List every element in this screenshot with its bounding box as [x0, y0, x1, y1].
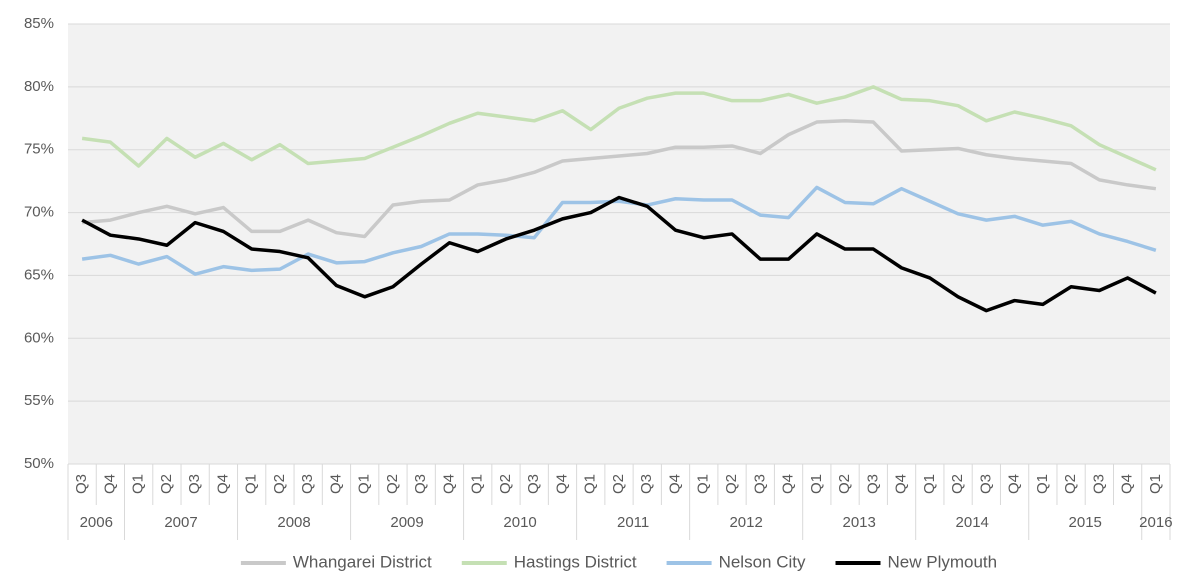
x-tick-label: Q3	[751, 474, 768, 494]
y-tick-label: 75%	[24, 141, 54, 158]
x-tick-label: Q4	[1006, 474, 1023, 494]
x-tick-label: Q2	[1062, 474, 1079, 494]
x-tick-label: Q1	[1034, 474, 1051, 494]
x-tick-label: Q4	[214, 474, 231, 494]
x-tick-label: Q3	[73, 474, 90, 494]
y-tick-label: 60%	[24, 329, 54, 346]
x-tick-label: Q3	[412, 474, 429, 494]
y-tick-label: 50%	[24, 455, 54, 472]
x-tick-label: Q1	[356, 474, 373, 494]
x-tick-label: Q3	[1090, 474, 1107, 494]
x-tick-label: Q4	[666, 474, 683, 494]
x-tick-label: Q4	[440, 474, 457, 494]
x-tick-label: Q2	[949, 474, 966, 494]
year-label: 2006	[80, 514, 113, 531]
year-label: 2012	[729, 514, 762, 531]
x-tick-label: Q4	[553, 474, 570, 494]
x-tick-label: Q2	[158, 474, 175, 494]
series-line	[81, 195, 1157, 313]
x-tick-label: Q4	[780, 474, 797, 494]
x-tick-label: Q3	[638, 474, 655, 494]
year-label: 2007	[164, 514, 197, 531]
x-tick-label: Q2	[384, 474, 401, 494]
x-tick-label: Q1	[582, 474, 599, 494]
year-label: 2009	[390, 514, 423, 531]
y-tick-label: 85%	[24, 15, 54, 32]
legend-label: Whangarei District	[293, 552, 432, 571]
legend-label: Hastings District	[514, 552, 637, 571]
x-tick-label: Q3	[977, 474, 994, 494]
x-tick-label: Q1	[808, 474, 825, 494]
year-label: 2010	[503, 514, 536, 531]
x-tick-label: Q1	[921, 474, 938, 494]
x-tick-label: Q1	[469, 474, 486, 494]
x-tick-label: Q2	[497, 474, 514, 494]
year-label: 2016	[1139, 514, 1172, 531]
x-tick-label: Q1	[695, 474, 712, 494]
legend-label: New Plymouth	[888, 552, 998, 571]
y-tick-label: 55%	[24, 392, 54, 409]
x-tick-label: Q1	[243, 474, 260, 494]
series-line	[81, 185, 1157, 276]
year-label: 2015	[1069, 514, 1102, 531]
x-tick-label: Q3	[299, 474, 316, 494]
y-tick-label: 70%	[24, 204, 54, 221]
x-tick-label: Q4	[101, 474, 118, 494]
year-label: 2013	[842, 514, 875, 531]
series-line	[81, 85, 1157, 172]
year-label: 2008	[277, 514, 310, 531]
x-tick-label: Q2	[836, 474, 853, 494]
y-tick-label: 80%	[24, 78, 54, 95]
x-tick-label: Q2	[723, 474, 740, 494]
x-tick-label: Q2	[610, 474, 627, 494]
x-tick-label: Q4	[1119, 474, 1136, 494]
x-tick-label: Q1	[130, 474, 147, 494]
x-tick-label: Q3	[525, 474, 542, 494]
year-label: 2014	[956, 514, 989, 531]
x-tick-label: Q3	[864, 474, 881, 494]
x-tick-label: Q3	[186, 474, 203, 494]
year-label: 2011	[617, 514, 649, 531]
x-tick-label: Q4	[893, 474, 910, 494]
series-line	[81, 119, 1157, 239]
x-tick-label: Q1	[1147, 474, 1164, 494]
plot-area	[68, 24, 1170, 464]
legend-label: Nelson City	[719, 552, 806, 571]
y-tick-label: 65%	[24, 266, 54, 283]
x-tick-label: Q4	[327, 474, 344, 494]
x-tick-label: Q2	[271, 474, 288, 494]
